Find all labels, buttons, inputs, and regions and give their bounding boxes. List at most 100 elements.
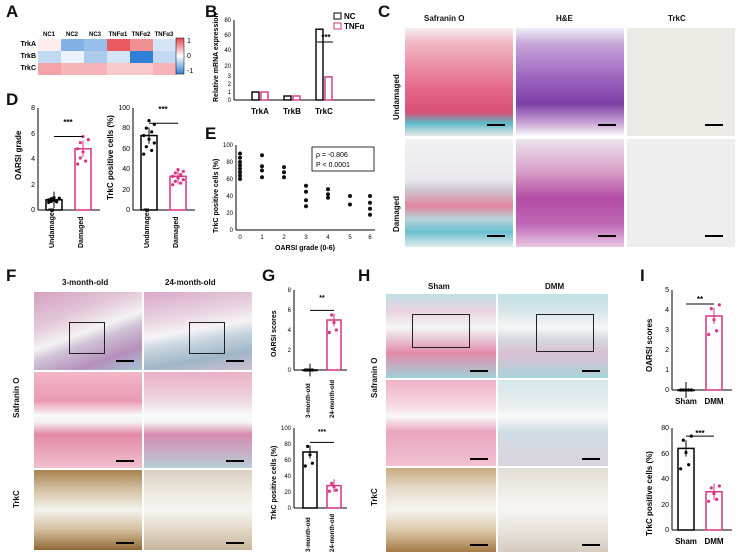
data-point — [334, 328, 338, 332]
bar — [251, 91, 260, 101]
image-f-24mo-zoom — [144, 372, 252, 468]
chart-d1: 0 2 4 6 8 OARSI grade Undamaged Damaged … — [14, 105, 100, 248]
color-scale — [175, 37, 185, 75]
y-tick-label: 60 — [122, 146, 130, 153]
data-point — [332, 320, 336, 325]
image-c-he-undamaged — [516, 28, 624, 136]
data-point — [52, 196, 56, 200]
data-point — [84, 159, 88, 163]
scatter-point — [260, 164, 264, 169]
image-c-trkc-damaged — [627, 139, 735, 247]
scatter-point — [326, 187, 330, 192]
scatter-point — [260, 175, 264, 180]
data-point — [303, 368, 307, 372]
y-tick-label: 100 — [281, 426, 292, 432]
scatter-point — [326, 195, 330, 200]
data-point — [679, 467, 683, 471]
y-tick-label: 0 — [288, 368, 292, 374]
y-tick-label: 80 — [226, 160, 233, 166]
data-point — [684, 388, 688, 392]
y-axis-label: TrkC positive cells (%) — [645, 451, 654, 536]
chart-i2: 0 20 40 60 80 TrkC positive cells (%) Sh… — [645, 425, 732, 546]
image-c-he-damaged — [516, 139, 624, 247]
y-axis-label: TrkC positive cells (%) — [271, 446, 278, 520]
scatter-point — [238, 151, 242, 156]
y-tick-label: 20 — [226, 211, 233, 217]
y-tick-label: 2 — [31, 182, 35, 189]
data-point — [176, 168, 180, 172]
y-axis-label: TrkC positive cells (%) — [213, 159, 220, 233]
scatter-point — [282, 175, 286, 180]
y-axis-label: OARSI grade — [14, 130, 23, 180]
image-c-trkc-undamaged — [627, 28, 735, 136]
data-point — [707, 332, 711, 337]
heatmap-cell — [38, 63, 61, 75]
data-point — [47, 198, 51, 202]
image-h-sham-zoom — [386, 380, 496, 466]
hm-row: TrkB — [20, 53, 36, 60]
data-point — [152, 141, 156, 145]
heatmap-cell — [130, 39, 153, 51]
y-axis-label: Relative mRNA expression — [213, 13, 220, 102]
heatmap-cell — [38, 51, 61, 63]
y-tick-label: 4 — [665, 307, 669, 314]
scatter-point — [238, 177, 242, 181]
data-point — [181, 178, 185, 182]
data-point — [78, 156, 82, 160]
y-tick-label: 4 — [31, 156, 35, 163]
data-point — [150, 148, 154, 153]
data-point — [679, 388, 683, 392]
panel-label-d: D — [6, 90, 19, 109]
bar — [705, 315, 723, 391]
heatmap-cell — [107, 63, 130, 75]
data-point — [52, 198, 56, 202]
y-tick-label: 2 — [288, 348, 292, 354]
image-f-3mo-trkc — [34, 470, 142, 550]
data-point — [179, 181, 183, 185]
x-tick-label: Sham — [675, 397, 697, 406]
data-point — [715, 329, 719, 333]
h-col-2: DMM — [545, 282, 565, 291]
scatter-point — [348, 202, 352, 207]
x-tick-label: TrkC — [315, 107, 333, 116]
y-tick-label: 0 — [230, 228, 234, 234]
data-point — [144, 145, 148, 149]
y-tick-label: 100 — [118, 105, 130, 112]
x-tick-label: TrkA — [251, 107, 269, 116]
scatter-point — [368, 212, 372, 217]
y-tick-label: 60 — [284, 458, 291, 464]
heatmap-cell — [107, 39, 130, 51]
scatter-point — [282, 165, 286, 170]
y-tick-label: 20 — [224, 64, 231, 70]
x-tick-label: 0 — [238, 235, 242, 241]
x-tick-label: 2 — [282, 235, 286, 241]
heatmap-cell — [84, 51, 107, 63]
y-tick-label: 5 — [665, 287, 669, 294]
data-point — [681, 388, 685, 392]
hm-col: NC2 — [66, 32, 79, 38]
data-point — [330, 313, 334, 317]
heatmap-cell — [84, 39, 107, 51]
x-tick-label: Undamaged — [49, 208, 56, 248]
data-point — [717, 484, 721, 488]
y-tick-label: 80 — [224, 18, 231, 24]
p-annotation: P < 0.0001 — [316, 162, 350, 169]
data-point — [76, 162, 80, 166]
data-point — [306, 444, 310, 448]
panel-label-f: F — [6, 266, 17, 285]
legend-tnf: TNFα — [344, 22, 365, 31]
c-col-3: TrkC — [668, 14, 686, 23]
y-tick-label: 40 — [224, 48, 231, 54]
c-col-2: H&E — [556, 14, 573, 23]
data-point — [55, 200, 59, 204]
data-point — [709, 307, 713, 311]
scatter-point — [304, 198, 308, 203]
data-point — [684, 450, 688, 455]
scatter-point — [368, 206, 372, 211]
scatter-point — [238, 170, 242, 175]
sig-marker: ** — [697, 295, 704, 304]
rho-annotation: ρ = -0.806 — [316, 152, 348, 159]
data-point — [171, 174, 175, 178]
data-point — [707, 499, 711, 503]
x-tick-label: DMM — [704, 397, 723, 406]
